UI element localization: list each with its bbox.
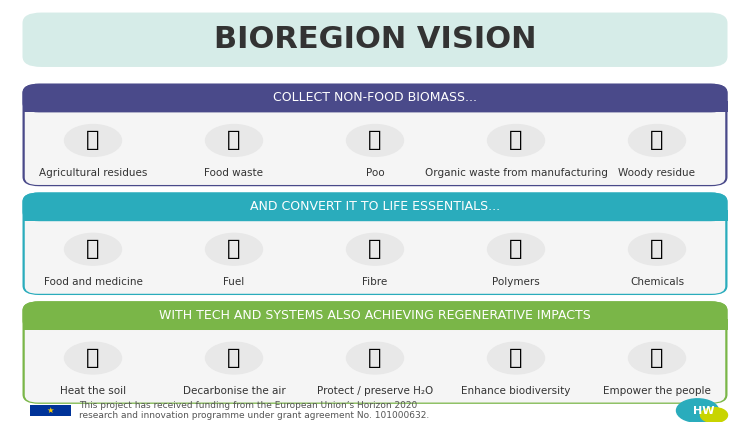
Text: Polymers: Polymers bbox=[492, 277, 540, 287]
Bar bbox=[22, 210, 728, 221]
Circle shape bbox=[346, 233, 404, 265]
Text: HW: HW bbox=[693, 406, 714, 416]
Text: Empower the people: Empower the people bbox=[603, 386, 711, 395]
FancyBboxPatch shape bbox=[25, 85, 725, 185]
Text: Organic waste from manufacturing: Organic waste from manufacturing bbox=[424, 168, 608, 178]
Text: 🌲: 🌲 bbox=[650, 130, 664, 151]
Text: WITH TECH AND SYSTEMS ALSO ACHIEVING REGENERATIVE IMPACTS: WITH TECH AND SYSTEMS ALSO ACHIEVING REG… bbox=[159, 308, 591, 322]
Text: 🥣: 🥣 bbox=[86, 239, 100, 259]
Text: 🌿: 🌿 bbox=[227, 130, 241, 151]
Circle shape bbox=[488, 342, 544, 374]
Text: 🦋: 🦋 bbox=[509, 348, 523, 368]
Text: Agricultural residues: Agricultural residues bbox=[39, 168, 147, 178]
Text: 🏚: 🏚 bbox=[86, 130, 100, 151]
FancyBboxPatch shape bbox=[22, 192, 728, 221]
Text: 💧: 💧 bbox=[368, 348, 382, 368]
Text: 💩: 💩 bbox=[368, 130, 382, 151]
Text: Fibre: Fibre bbox=[362, 277, 388, 287]
Circle shape bbox=[206, 342, 262, 374]
Text: 🏭: 🏭 bbox=[509, 130, 523, 151]
Text: Woody residue: Woody residue bbox=[619, 168, 695, 178]
Circle shape bbox=[64, 342, 122, 374]
Bar bbox=[22, 319, 728, 330]
Text: ★: ★ bbox=[46, 406, 54, 415]
Text: Poo: Poo bbox=[366, 168, 384, 178]
Circle shape bbox=[488, 124, 544, 157]
Circle shape bbox=[206, 233, 262, 265]
Text: 🌱: 🌱 bbox=[86, 348, 100, 368]
Text: Food and medicine: Food and medicine bbox=[44, 277, 142, 287]
Text: 🍶: 🍶 bbox=[509, 239, 523, 259]
Circle shape bbox=[628, 342, 686, 374]
Text: Enhance biodiversity: Enhance biodiversity bbox=[461, 386, 571, 395]
Text: 🧠: 🧠 bbox=[227, 348, 241, 368]
Circle shape bbox=[488, 233, 544, 265]
Text: Chemicals: Chemicals bbox=[630, 277, 684, 287]
Text: AND CONVERT IT TO LIFE ESSENTIALS...: AND CONVERT IT TO LIFE ESSENTIALS... bbox=[250, 200, 500, 213]
FancyBboxPatch shape bbox=[22, 84, 728, 112]
Text: Fuel: Fuel bbox=[224, 277, 245, 287]
FancyBboxPatch shape bbox=[25, 194, 725, 294]
FancyBboxPatch shape bbox=[22, 301, 728, 404]
FancyBboxPatch shape bbox=[25, 303, 725, 403]
Text: COLLECT NON-FOOD BIOMASS...: COLLECT NON-FOOD BIOMASS... bbox=[273, 91, 477, 104]
Circle shape bbox=[64, 124, 122, 157]
FancyBboxPatch shape bbox=[22, 301, 728, 330]
Text: 🔥: 🔥 bbox=[227, 239, 241, 259]
Text: Decarbonise the air: Decarbonise the air bbox=[182, 386, 285, 395]
Circle shape bbox=[628, 124, 686, 157]
FancyBboxPatch shape bbox=[22, 192, 728, 295]
FancyBboxPatch shape bbox=[22, 13, 728, 67]
Bar bbox=[30, 405, 71, 417]
Text: BIOREGION VISION: BIOREGION VISION bbox=[214, 25, 536, 54]
Text: Protect / preserve H₂O: Protect / preserve H₂O bbox=[316, 386, 433, 395]
Text: 🧪: 🧪 bbox=[650, 239, 664, 259]
Circle shape bbox=[676, 399, 718, 422]
FancyBboxPatch shape bbox=[22, 84, 728, 186]
Text: 👥: 👥 bbox=[650, 348, 664, 368]
Circle shape bbox=[64, 233, 122, 265]
Circle shape bbox=[346, 342, 404, 374]
Text: Food waste: Food waste bbox=[205, 168, 263, 178]
Circle shape bbox=[700, 408, 727, 422]
Text: This project has received funding from the European Union’s Horizon 2020
researc: This project has received funding from t… bbox=[79, 401, 429, 420]
Bar bbox=[22, 101, 728, 112]
Circle shape bbox=[346, 124, 404, 157]
Circle shape bbox=[206, 124, 262, 157]
Text: Heat the soil: Heat the soil bbox=[60, 386, 126, 395]
Text: 👕: 👕 bbox=[368, 239, 382, 259]
Circle shape bbox=[628, 233, 686, 265]
